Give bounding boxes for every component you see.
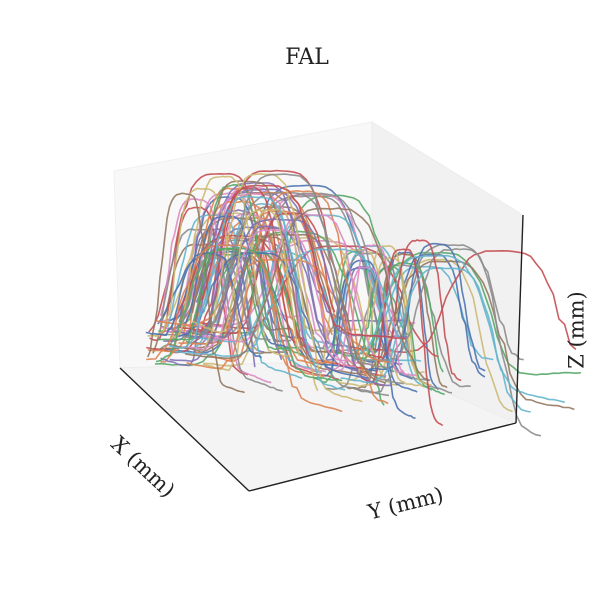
trajectory-line (202, 208, 319, 392)
trajectory-line (147, 192, 245, 394)
trajectory-lines (145, 169, 581, 437)
trajectory-line (359, 257, 432, 386)
trajectory-line (177, 252, 369, 379)
trajectory-line (195, 183, 303, 356)
trajectory-line (181, 228, 357, 368)
trajectory-line (337, 258, 513, 413)
trajectory-line (170, 175, 294, 358)
trajectory-line (202, 213, 377, 359)
chart-title: FAL (285, 45, 329, 70)
trajectory-line (155, 246, 343, 382)
trajectory-line (313, 250, 385, 406)
trajectory-line (185, 207, 431, 382)
trajectory-line (347, 245, 425, 382)
trajectory-line (326, 266, 404, 374)
trajectory-line (325, 264, 471, 391)
y-axis-line (248, 422, 517, 492)
trajectory-line (177, 215, 292, 349)
trajectory-line (192, 208, 300, 356)
trajectory-line (350, 254, 566, 404)
trajectory-line (191, 173, 390, 369)
x-axis-label: X (mm) (106, 432, 179, 503)
trajectory-line (154, 212, 359, 338)
trajectory-line (145, 252, 263, 359)
x-axis-line (119, 367, 250, 492)
trajectory-line (368, 239, 462, 382)
trajectory-line (199, 173, 363, 403)
trajectory-line (204, 213, 327, 373)
z-axis-line (515, 214, 524, 424)
z-axis-label: Z (mm) (565, 291, 589, 368)
trajectory-line (203, 236, 398, 386)
trajectory-line (168, 195, 346, 391)
trajectory-line (324, 259, 416, 419)
trajectory-line (159, 198, 272, 384)
trajectory-line (146, 169, 384, 387)
y-axis-label: Y (mm) (365, 483, 446, 525)
trajectory-line (199, 225, 313, 360)
trajectory-line (337, 261, 444, 373)
trajectory-line (201, 184, 407, 340)
trajectory-line (174, 248, 410, 358)
trajectory-line (360, 248, 444, 427)
